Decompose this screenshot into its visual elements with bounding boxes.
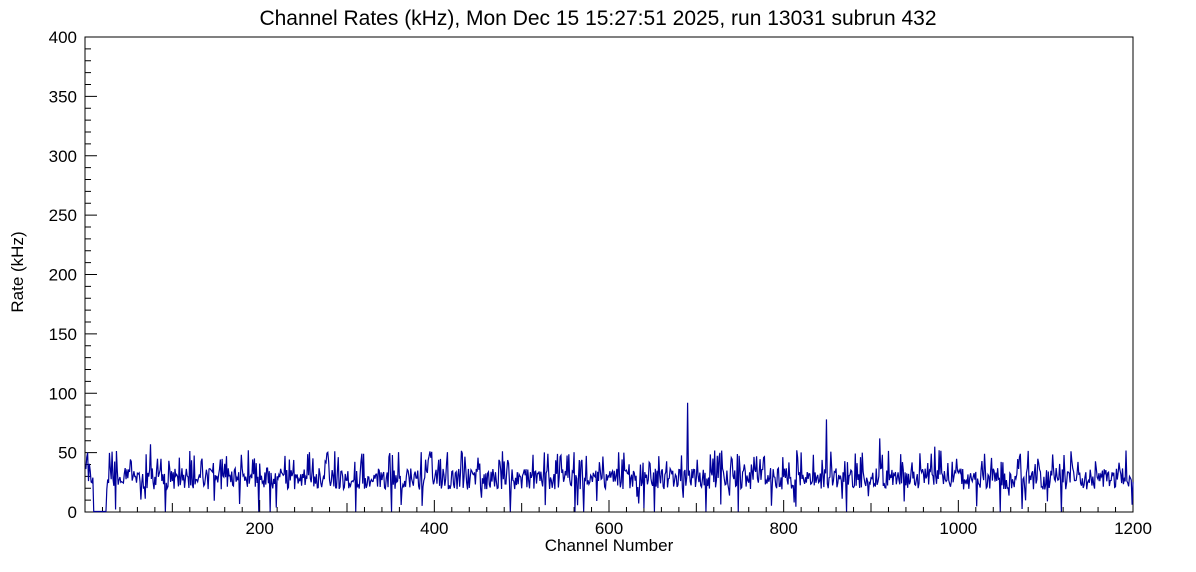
y-tick-label: 150	[49, 325, 77, 344]
y-tick-label: 100	[49, 384, 77, 403]
x-axis-title: Channel Number	[544, 536, 674, 555]
x-tick-label: 600	[595, 519, 623, 538]
chart-title: Channel Rates (kHz), Mon Dec 15 15:27:51…	[259, 7, 937, 30]
x-tick-label: 400	[420, 519, 448, 538]
x-tick-label: 200	[245, 519, 273, 538]
y-tick-label: 0	[68, 503, 77, 522]
y-tick-label: 200	[49, 266, 77, 285]
y-tick-label: 300	[49, 147, 77, 166]
y-tick-label: 350	[49, 87, 77, 106]
x-tick-label: 800	[769, 519, 797, 538]
y-tick-label: 250	[49, 206, 77, 225]
plot-frame	[84, 36, 1134, 513]
rate-series-line	[85, 402, 1134, 513]
x-tick-label: 1200	[1114, 519, 1152, 538]
x-tick-label: 1000	[939, 519, 977, 538]
y-tick-label: 400	[49, 28, 77, 47]
y-tick-label: 50	[58, 444, 77, 463]
